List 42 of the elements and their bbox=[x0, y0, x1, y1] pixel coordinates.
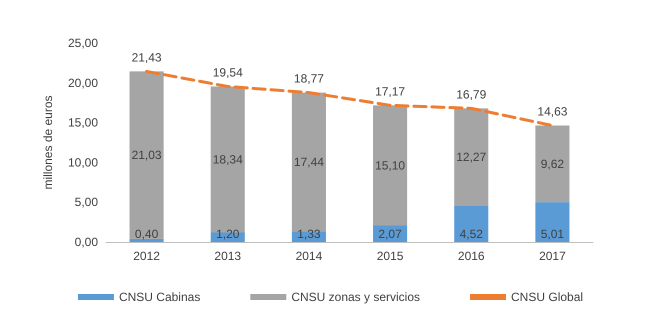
x-tick-label: 2016 bbox=[458, 249, 485, 263]
y-axis-title: millones de euros bbox=[41, 95, 55, 190]
bar bbox=[535, 126, 570, 202]
data-label: 14,63 bbox=[537, 104, 568, 119]
data-label: 1,20 bbox=[216, 227, 240, 241]
bar bbox=[130, 71, 164, 239]
y-tick-label: 15,00 bbox=[68, 116, 98, 130]
data-label: 18,34 bbox=[212, 152, 244, 166]
bar bbox=[373, 105, 408, 226]
data-label: 12,27 bbox=[456, 150, 487, 164]
y-tick-label: 20,00 bbox=[68, 76, 98, 90]
bar bbox=[130, 238, 164, 242]
data-label: 4,52 bbox=[460, 227, 484, 241]
data-label: 21,03 bbox=[132, 148, 162, 162]
x-tick-label: 2012 bbox=[133, 249, 160, 263]
bar bbox=[292, 92, 326, 232]
data-label: 21,43 bbox=[132, 50, 162, 64]
legend-label: CNSU Cabinas bbox=[118, 290, 200, 304]
bar bbox=[454, 108, 488, 206]
data-label: 2,07 bbox=[378, 227, 402, 241]
data-label: 16,79 bbox=[456, 87, 487, 102]
bar bbox=[454, 206, 488, 242]
data-label: 9,62 bbox=[540, 156, 564, 171]
data-label: 5,01 bbox=[540, 227, 564, 241]
data-label: 1,33 bbox=[297, 227, 321, 241]
y-tick-label: 0,00 bbox=[74, 235, 98, 249]
x-tick-label: 2014 bbox=[296, 249, 323, 263]
legend-label: CNSU Global bbox=[511, 290, 584, 304]
x-tick-label: 2013 bbox=[214, 249, 242, 263]
x-tick-label: 2017 bbox=[539, 249, 566, 263]
data-label: 17,17 bbox=[375, 84, 406, 98]
data-label: 17,44 bbox=[294, 155, 324, 169]
data-label: 15,10 bbox=[375, 158, 406, 172]
bar bbox=[535, 202, 570, 242]
data-label: 0,40 bbox=[134, 227, 159, 241]
y-tick-label: 25,00 bbox=[68, 36, 98, 50]
legend-label: CNSU zonas y servicios bbox=[291, 290, 420, 304]
x-tick-label: 2015 bbox=[376, 249, 404, 263]
data-label: 19,54 bbox=[212, 65, 244, 80]
data-label: 18,77 bbox=[294, 72, 324, 86]
y-tick-label: 10,00 bbox=[68, 155, 98, 170]
y-tick-label: 5,00 bbox=[74, 195, 98, 210]
